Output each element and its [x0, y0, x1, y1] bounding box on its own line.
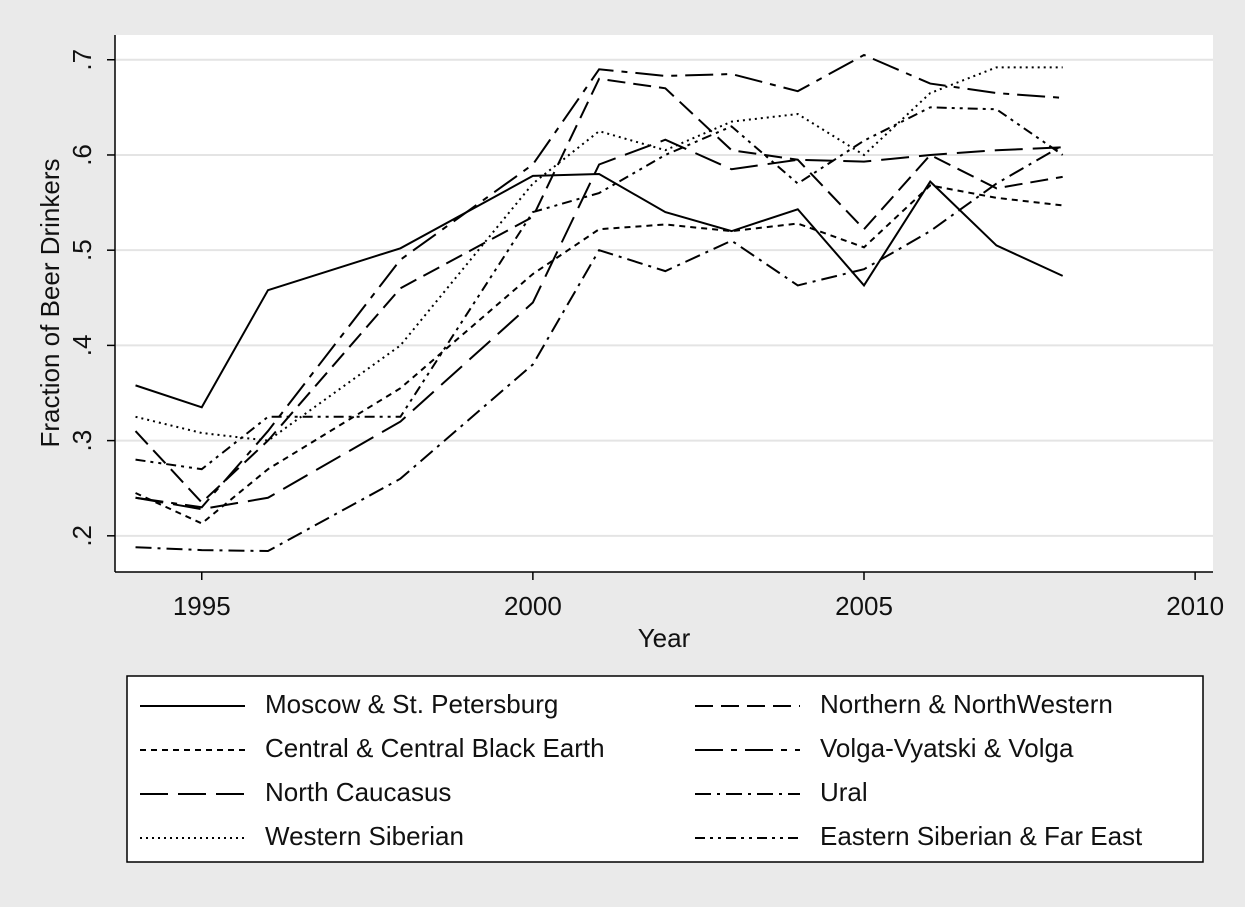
y-tick-label: .3: [67, 430, 97, 452]
legend-label: Moscow & St. Petersburg: [265, 689, 558, 719]
plot-area: [115, 35, 1213, 572]
legend-label: Northern & NorthWestern: [820, 689, 1113, 719]
series-line: [135, 66, 1063, 442]
series-line: [135, 138, 1063, 511]
series-line: [135, 53, 1063, 509]
x-axis-title: Year: [638, 623, 691, 653]
series-line: [135, 106, 1064, 471]
legend-box: [126, 675, 1204, 863]
y-tick-label: .7: [67, 49, 97, 71]
y-tick-label: .6: [67, 144, 97, 166]
y-tick-label: .2: [67, 525, 97, 547]
series-line: [135, 173, 1064, 409]
series-line: [134, 77, 1063, 504]
legend-label: Central & Central Black Earth: [265, 733, 605, 763]
legend-label: Volga-Vyatski & Volga: [820, 733, 1074, 763]
legend-label: North Caucasus: [265, 777, 451, 807]
legend-label: Eastern Siberian & Far East: [820, 821, 1143, 851]
legend-label: Western Siberian: [265, 821, 464, 851]
x-tick-label: 2000: [504, 591, 562, 621]
y-axis-title: Fraction of Beer Drinkers: [35, 159, 65, 448]
x-tick-label: 2005: [835, 591, 893, 621]
x-tick-label: 1995: [173, 591, 231, 621]
x-tick-label: 2010: [1166, 591, 1224, 621]
y-tick-label: .4: [67, 335, 97, 357]
legend-label: Ural: [820, 777, 868, 807]
y-tick-label: .5: [67, 239, 97, 261]
series-line: [135, 184, 1063, 525]
series-line: [135, 144, 1064, 553]
